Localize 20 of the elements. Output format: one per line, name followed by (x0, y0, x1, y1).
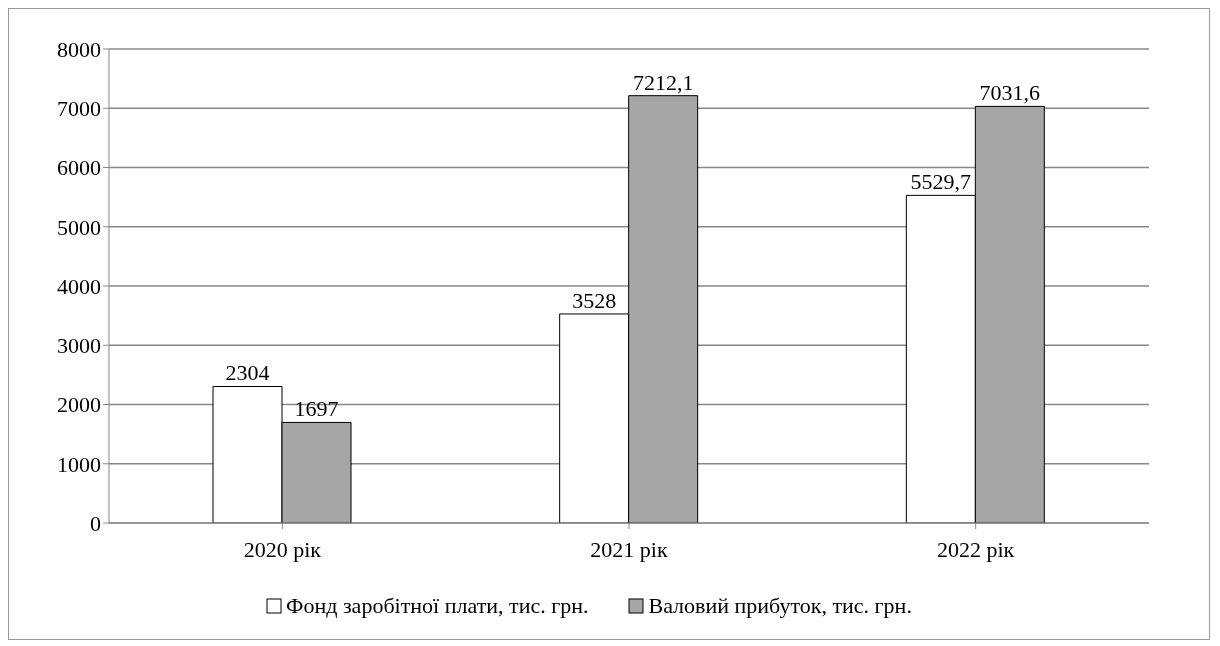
y-tick-label: 7000 (57, 96, 101, 122)
y-tick-label: 5000 (57, 214, 101, 240)
y-tick-label: 0 (90, 510, 101, 536)
y-tick-label: 1000 (57, 451, 101, 477)
y-tick-label: 4000 (57, 273, 101, 299)
x-tick-label: 2021 рік (590, 536, 668, 562)
legend-label: Фонд заробітної плати, тис. грн. (285, 593, 589, 619)
data-label: 7212,1 (632, 69, 694, 95)
data-label: 1697 (294, 396, 339, 422)
x-tick-label: 2022 рік (937, 536, 1015, 562)
legend-label: Валовий прибуток, тис. грн. (647, 593, 912, 619)
data-label: 3528 (572, 287, 617, 313)
y-tick-label: 8000 (57, 36, 101, 62)
data-label: 5529,7 (910, 169, 972, 195)
y-tick-label: 2000 (57, 392, 101, 418)
data-label: 2304 (225, 360, 270, 386)
y-tick-label: 3000 (57, 333, 101, 359)
y-tick-label: 6000 (57, 155, 101, 181)
data-label: 7031,6 (979, 80, 1041, 106)
x-tick-label: 2020 рік (243, 536, 322, 562)
